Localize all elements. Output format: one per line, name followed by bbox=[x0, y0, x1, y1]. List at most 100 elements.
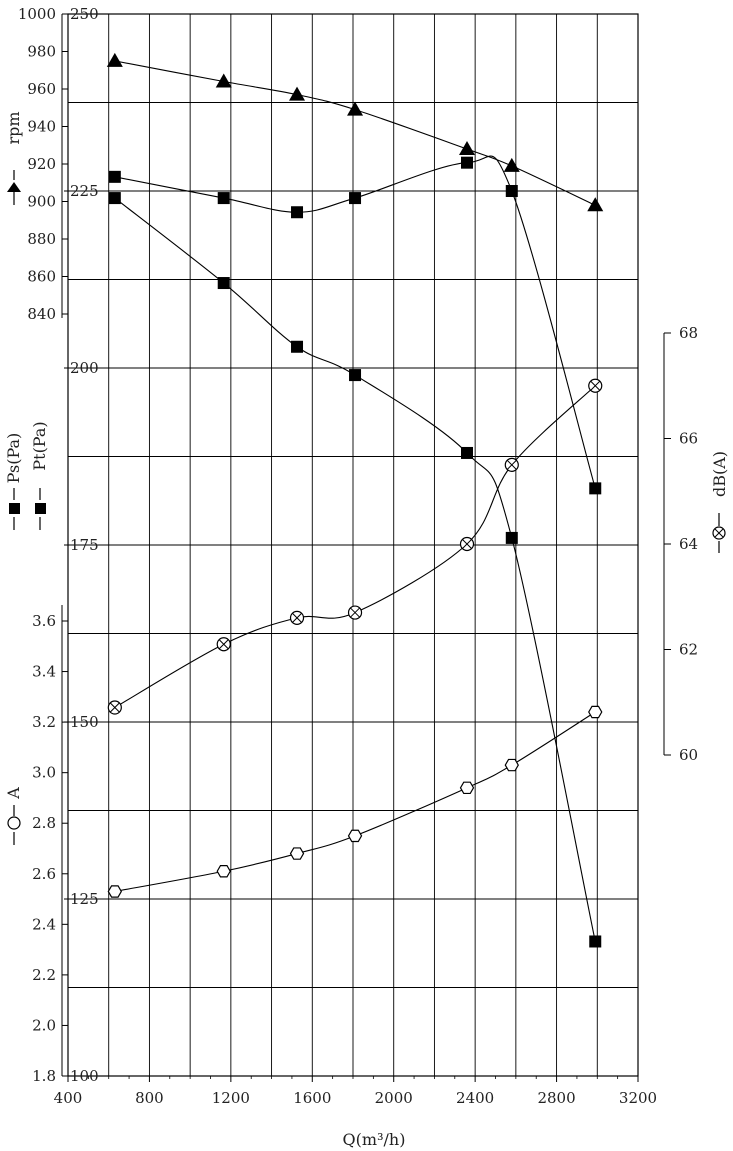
pressure-tick-label: 150 bbox=[70, 713, 99, 731]
x-tick-label: 3200 bbox=[619, 1089, 657, 1107]
data-point-pt-pa bbox=[589, 482, 602, 495]
series-line-a bbox=[114, 711, 596, 893]
data-point-a bbox=[459, 781, 475, 795]
pt-legend: Pt(Pa) bbox=[30, 421, 49, 530]
markers bbox=[106, 52, 604, 948]
current-tick-label: 2.0 bbox=[32, 1016, 56, 1034]
data-point-pt-pa bbox=[108, 170, 121, 183]
x-tick-label: 1600 bbox=[293, 1089, 331, 1107]
current-legend: A bbox=[4, 787, 23, 845]
data-point-db-a bbox=[459, 536, 475, 552]
data-point-db-a bbox=[347, 605, 363, 620]
x-tick-label: 2000 bbox=[375, 1089, 413, 1107]
triangle-marker-icon bbox=[7, 182, 21, 192]
x-tick-label: 2400 bbox=[456, 1089, 494, 1107]
data-point-rpm bbox=[215, 73, 232, 88]
rpm-tick-label: 920 bbox=[27, 155, 56, 173]
data-point-rpm bbox=[587, 197, 604, 212]
data-point-a bbox=[289, 847, 305, 860]
data-point-db-a bbox=[289, 610, 305, 625]
data-point-rpm bbox=[459, 141, 475, 155]
rpm-legend: rpm bbox=[4, 111, 23, 205]
data-point-db-a bbox=[216, 637, 231, 652]
series-line-rpm bbox=[114, 60, 596, 206]
marker-cross bbox=[462, 539, 472, 549]
current-tick-label: 1.8 bbox=[32, 1067, 56, 1085]
x-tick-label: 400 bbox=[54, 1089, 83, 1107]
series-line-db-a bbox=[114, 385, 596, 709]
ps-axis-label: Ps(Pa) bbox=[4, 433, 23, 484]
data-point-pt-pa bbox=[505, 185, 518, 197]
data-point-ps-pa bbox=[589, 935, 602, 948]
data-point-db-a bbox=[504, 457, 519, 472]
grid bbox=[67, 13, 639, 1077]
marker-cross bbox=[506, 460, 517, 470]
pressure-tick-label: 225 bbox=[70, 182, 99, 200]
rpm-tick-label: 960 bbox=[27, 80, 56, 98]
marker-cross bbox=[109, 702, 120, 713]
data-point-pt-pa bbox=[349, 192, 362, 205]
data-point-rpm bbox=[347, 101, 364, 116]
data-point-pt-pa bbox=[461, 156, 473, 169]
current-tick-label: 3.2 bbox=[32, 713, 56, 731]
rpm-tick-label: 840 bbox=[27, 305, 56, 323]
current-tick-label: 3.6 bbox=[32, 612, 56, 630]
x-axis-label: Q(m³/h) bbox=[343, 1130, 406, 1149]
data-point-a bbox=[588, 705, 603, 719]
x-axis-title: Q(m³/h) bbox=[343, 1130, 406, 1149]
noise-tick-label: 68 bbox=[679, 324, 698, 342]
square-marker-icon bbox=[35, 503, 46, 514]
noise-tick-label: 60 bbox=[679, 746, 698, 764]
data-point-a bbox=[216, 865, 231, 878]
x-tick-label: 2800 bbox=[537, 1089, 575, 1107]
pressure-tick-label: 175 bbox=[70, 536, 99, 554]
current-tick-label: 3.4 bbox=[32, 663, 56, 681]
current-tick-label: 2.8 bbox=[32, 814, 56, 832]
pressure-tick-label: 250 bbox=[70, 5, 99, 23]
marker-cross bbox=[218, 639, 229, 650]
data-point-db-a bbox=[588, 378, 603, 393]
rpm-tick-label: 980 bbox=[27, 43, 56, 61]
data-point-pt-pa bbox=[217, 192, 230, 205]
marker-cross bbox=[292, 612, 302, 623]
data-point-a bbox=[107, 885, 123, 898]
x-tick-label: 1200 bbox=[212, 1089, 250, 1107]
rpm-tick-label: 900 bbox=[27, 193, 56, 211]
data-point-ps-pa bbox=[108, 192, 121, 205]
current-tick-label: 2.4 bbox=[32, 915, 56, 933]
data-point-pt-pa bbox=[291, 206, 304, 219]
pt-axis-label: Pt(Pa) bbox=[30, 421, 49, 470]
noise-legend: dB(A) bbox=[710, 451, 729, 553]
data-point-a bbox=[504, 758, 519, 772]
pressure-tick-label: 200 bbox=[70, 359, 99, 377]
data-point-ps-pa bbox=[217, 277, 230, 290]
data-point-rpm bbox=[106, 52, 123, 67]
data-point-ps-pa bbox=[461, 446, 473, 459]
marker-cross bbox=[590, 380, 601, 391]
x-tick-label: 800 bbox=[135, 1089, 164, 1107]
current-tick-label: 2.6 bbox=[32, 865, 56, 883]
noise-axis-label: dB(A) bbox=[710, 451, 729, 497]
noise-tick-label: 66 bbox=[679, 430, 698, 448]
rpm-tick-label: 880 bbox=[27, 230, 56, 248]
pressure-tick-label: 125 bbox=[70, 890, 99, 908]
data-point-ps-pa bbox=[291, 340, 304, 353]
square-marker-icon bbox=[9, 503, 20, 514]
current-tick-label: 2.2 bbox=[32, 966, 56, 984]
series-line-pt-pa bbox=[114, 155, 596, 489]
data-point-rpm bbox=[289, 86, 306, 101]
current-axis-label: A bbox=[4, 787, 23, 800]
noise-tick-label: 64 bbox=[679, 535, 698, 553]
noise-tick-label: 62 bbox=[679, 641, 698, 659]
current-tick-label: 3.0 bbox=[32, 764, 56, 782]
data-point-rpm bbox=[503, 157, 520, 172]
data-point-ps-pa bbox=[349, 369, 362, 382]
marker-cross bbox=[350, 607, 360, 618]
pressure-tick-label: 100 bbox=[70, 1067, 99, 1085]
circle-marker-icon bbox=[7, 816, 21, 830]
rpm-axis-label: rpm bbox=[4, 111, 23, 144]
rpm-tick-label: 1000 bbox=[18, 5, 56, 23]
rpm-tick-label: 940 bbox=[27, 118, 56, 136]
rpm-tick-label: 860 bbox=[27, 268, 56, 286]
